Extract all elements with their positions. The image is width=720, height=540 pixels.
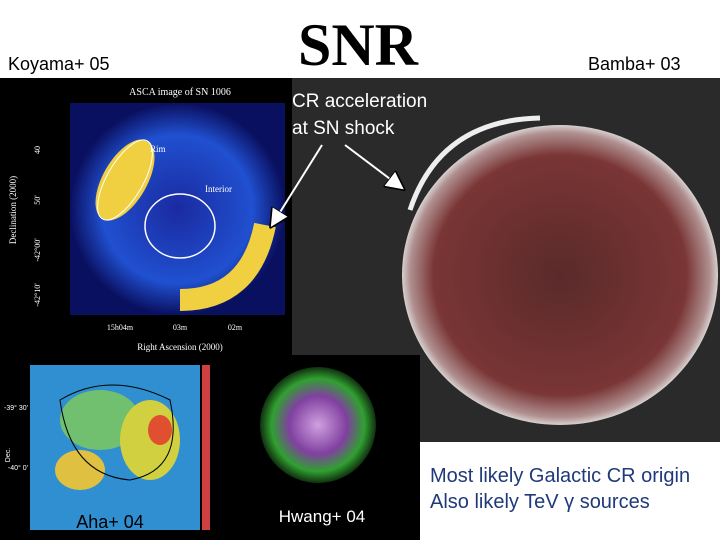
tick-label: 40	[33, 146, 42, 154]
tick-label: 50'	[33, 195, 42, 205]
tick-label: -39° 30'	[4, 404, 28, 412]
image-title: ASCA image of SN 1006	[129, 87, 231, 98]
tick-label: 03m	[173, 323, 188, 332]
aha-blob	[148, 415, 172, 445]
tick-label: 02m	[228, 323, 243, 332]
credit: Bamba+ 03	[588, 54, 681, 74]
contour	[59, 384, 174, 481]
remnant-rim	[407, 115, 541, 211]
rim-ellipse	[97, 139, 153, 221]
cas-a	[260, 367, 376, 483]
credit: Koyama+ 05	[8, 54, 110, 74]
remnant	[402, 125, 718, 425]
tick-label: -40° 0'	[8, 464, 28, 472]
slide-title: SNR	[298, 12, 419, 78]
conclusion-box	[420, 442, 720, 540]
rim-region	[95, 139, 155, 221]
rim-region	[179, 222, 276, 311]
interior-circle	[144, 193, 216, 259]
annotation: at SN shock	[292, 118, 395, 139]
credit: Aha+ 04	[76, 512, 144, 532]
region-label: Rim	[150, 144, 166, 154]
annotation: CR acceleration	[292, 91, 427, 112]
colorbar	[202, 365, 210, 530]
tick-label: -42°10'	[33, 283, 42, 307]
aha-blob	[55, 450, 105, 490]
tick-label: -42°00'	[33, 238, 42, 262]
conclusion: Most likely Galactic CR origin	[430, 465, 690, 487]
axis-label: Declination (2000)	[8, 176, 18, 244]
aha-blob	[60, 390, 140, 450]
axis-label: Dec.	[5, 448, 12, 462]
arrow	[272, 144, 323, 225]
axis-label: Right Ascension (2000)	[137, 342, 223, 352]
credit: Hwang+ 04	[279, 507, 365, 526]
tick-label: 15h04m	[107, 323, 134, 332]
aha-blob	[120, 400, 180, 480]
conclusion: Also likely TeV γ sources	[430, 491, 650, 513]
arrow	[344, 144, 402, 188]
region-label: Interior	[205, 184, 232, 194]
